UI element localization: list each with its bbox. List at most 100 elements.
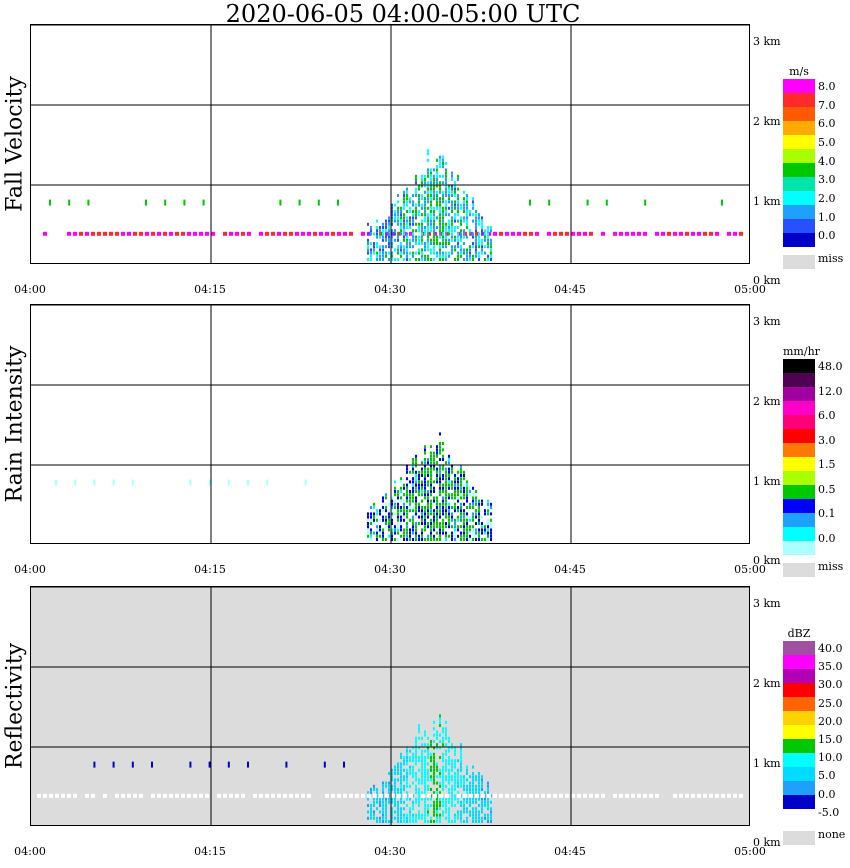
data-cell <box>397 232 399 236</box>
data-cell <box>331 793 335 798</box>
data-cell <box>412 477 414 481</box>
data-cell <box>385 222 387 226</box>
data-cell <box>436 200 438 204</box>
legend-swatch <box>783 739 815 753</box>
data-cell <box>445 178 447 181</box>
data-cell <box>460 480 462 484</box>
data-cell <box>93 479 96 486</box>
data-cell <box>439 242 441 245</box>
data-cell <box>457 515 459 519</box>
data-cell <box>403 197 405 201</box>
data-cell <box>463 800 465 804</box>
legend-label: 4.0 <box>818 154 836 168</box>
data-cell <box>385 784 387 788</box>
data-cell <box>442 759 444 763</box>
data-cell <box>406 797 408 801</box>
data-cell <box>412 807 414 811</box>
data-cell <box>418 522 420 525</box>
data-cell <box>490 813 492 817</box>
data-cell <box>103 231 107 236</box>
data-cell <box>427 493 429 497</box>
legend-swatch <box>783 205 815 219</box>
data-cell <box>466 788 468 791</box>
data-cell <box>424 464 426 468</box>
data-cell <box>394 493 396 497</box>
data-cell <box>376 232 378 236</box>
data-cell <box>451 768 453 772</box>
data-cell <box>415 251 417 255</box>
data-cell <box>403 502 405 506</box>
data-cell <box>487 800 489 804</box>
data-cell <box>445 203 447 207</box>
data-cell <box>475 493 477 497</box>
legend-label: 40.0 <box>818 642 843 655</box>
data-cell <box>193 231 197 236</box>
data-cell <box>445 470 447 474</box>
data-cell <box>469 538 471 541</box>
data-cell <box>427 248 429 252</box>
data-cell <box>388 509 390 513</box>
data-cell <box>418 187 420 191</box>
data-cell <box>454 486 456 490</box>
data-cell <box>445 730 447 734</box>
data-cell <box>199 793 203 798</box>
heatmap-svg <box>31 587 749 825</box>
data-cell <box>445 749 447 753</box>
data-cell <box>430 778 432 782</box>
data-cell <box>418 759 420 763</box>
data-cell <box>469 800 471 804</box>
data-cell <box>388 528 390 532</box>
data-cell <box>679 793 683 798</box>
data-cell <box>424 800 426 804</box>
data-cell <box>427 152 429 156</box>
data-cell <box>475 238 477 242</box>
data-cell <box>439 254 441 258</box>
data-cell <box>460 486 462 490</box>
data-cell <box>463 496 465 500</box>
data-cell <box>460 235 462 239</box>
data-cell <box>469 531 471 535</box>
data-cell <box>433 464 435 468</box>
data-cell <box>412 493 414 497</box>
data-cell <box>433 720 435 724</box>
data-cell <box>385 226 387 229</box>
data-cell <box>436 474 438 477</box>
data-cell <box>463 804 465 807</box>
data-cell <box>382 784 384 788</box>
data-cell <box>247 761 249 768</box>
data-cell <box>385 502 387 506</box>
data-cell <box>370 512 372 516</box>
data-cell <box>295 231 299 236</box>
data-cell <box>409 245 411 249</box>
data-cell <box>439 442 441 445</box>
data-cell <box>400 518 402 522</box>
data-cell <box>418 480 420 484</box>
data-cell <box>448 518 450 522</box>
data-cell <box>394 216 396 220</box>
heatmap-svg <box>31 305 749 543</box>
data-cell <box>460 206 462 210</box>
data-cell <box>442 509 444 513</box>
data-cell <box>433 451 435 455</box>
data-cell <box>460 222 462 226</box>
legend-label: 8.0 <box>818 80 836 93</box>
data-cell <box>376 797 378 801</box>
legend-label: 48.0 <box>818 360 843 373</box>
data-cell <box>451 743 453 747</box>
data-cell <box>463 203 465 207</box>
data-cell <box>430 743 432 747</box>
data-cell <box>454 206 456 210</box>
data-cell <box>427 238 429 242</box>
data-cell <box>400 477 402 481</box>
data-cell <box>388 222 390 226</box>
legend-swatch <box>783 781 815 795</box>
data-cell <box>439 258 441 261</box>
data-cell <box>463 486 465 490</box>
data-cell <box>415 187 417 191</box>
data-cell <box>370 251 372 255</box>
data-cell <box>451 206 453 210</box>
data-cell <box>394 804 396 807</box>
data-cell <box>397 502 399 506</box>
data-cell <box>439 506 441 509</box>
data-cell <box>379 518 381 522</box>
